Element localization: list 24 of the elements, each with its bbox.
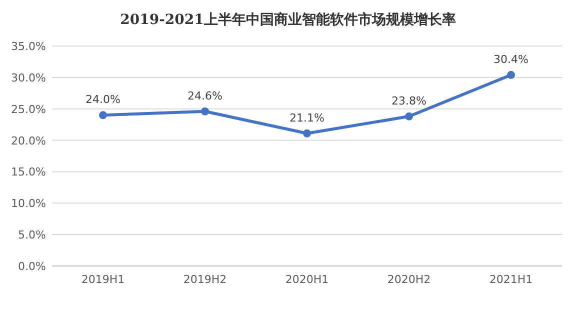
- data-label: 24.0%: [86, 93, 120, 106]
- x-tick-label: 2019H2: [183, 273, 227, 286]
- data-label: 21.1%: [290, 111, 324, 124]
- y-tick-label: 30.0%: [11, 71, 46, 84]
- x-tick-label: 2020H1: [285, 273, 329, 286]
- y-tick-label: 20.0%: [11, 134, 46, 148]
- x-tick-label: 2020H2: [387, 273, 431, 286]
- data-label: 30.4%: [494, 52, 528, 66]
- point: [405, 112, 413, 120]
- y-tick-label: 10.0%: [11, 197, 46, 210]
- y-tick-label: 0.0%: [18, 260, 46, 273]
- y-tick-label: 25.0%: [11, 102, 46, 116]
- data-label: 24.6%: [188, 89, 222, 102]
- point: [99, 111, 107, 120]
- x-tick-label: 2019H1: [81, 273, 125, 286]
- point: [507, 70, 515, 79]
- y-tick-label: 35.0%: [11, 40, 46, 53]
- y-tick-label: 5.0%: [18, 228, 46, 242]
- x-tick-label: 2021H1: [489, 273, 533, 286]
- y-tick-label: 15.0%: [11, 166, 46, 179]
- point: [201, 107, 209, 116]
- point: [303, 129, 311, 138]
- data-label: 23.8%: [392, 94, 426, 108]
- chart-title: 2019-2021上半年中国商业智能软件市场规模增长率: [120, 11, 456, 28]
